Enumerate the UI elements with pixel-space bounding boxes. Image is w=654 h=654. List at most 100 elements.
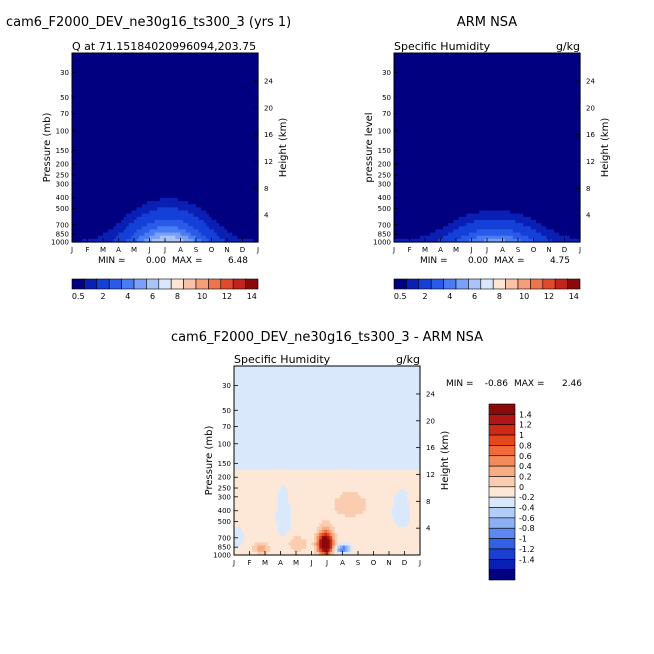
field-cell [162, 238, 166, 243]
field-cell [87, 235, 91, 240]
field-cell [82, 106, 86, 111]
field-cell [208, 238, 213, 243]
field-cell [144, 128, 148, 133]
field-cell [203, 197, 207, 202]
field-cell [144, 223, 148, 227]
field-cell [232, 109, 236, 114]
field-cell [141, 210, 145, 215]
field-cell [144, 219, 148, 224]
field-cell [139, 106, 143, 111]
field-cell [97, 90, 102, 95]
field-cell [136, 116, 140, 120]
field-cell [154, 191, 158, 196]
field-cell [92, 62, 96, 67]
field-cell [108, 182, 112, 186]
field-cell [105, 175, 109, 180]
field-cell [146, 134, 151, 139]
field-cell [126, 219, 130, 224]
field-cell [159, 103, 164, 108]
field-cell [126, 213, 130, 218]
field-cell [110, 65, 114, 70]
field-cell [219, 68, 223, 73]
field-cell [136, 147, 140, 152]
field-cell [183, 134, 187, 139]
field-cell [188, 226, 192, 230]
field-cell [77, 163, 81, 167]
field-cell [221, 204, 226, 208]
field-cell [97, 97, 102, 101]
field-cell [167, 87, 171, 92]
field-cell [167, 150, 171, 155]
field-cell [159, 125, 164, 130]
field-cell [146, 119, 151, 123]
field-cell [198, 59, 202, 64]
field-cell [108, 238, 112, 243]
field-cell [95, 59, 99, 64]
field-cell [206, 56, 210, 60]
field-cell [134, 112, 138, 117]
field-cell [180, 188, 184, 193]
field-cell [221, 216, 226, 221]
field-cell [97, 141, 102, 145]
field-cell [188, 210, 192, 215]
field-cell [87, 156, 91, 161]
field-cell [219, 93, 223, 98]
field-cell [74, 235, 78, 240]
field-cell [152, 238, 156, 243]
field-cell [201, 156, 205, 161]
field-cell [211, 90, 215, 95]
field-cell [82, 232, 86, 237]
field-cell [103, 147, 107, 152]
field-cell [167, 207, 171, 212]
field-cell [165, 150, 169, 155]
field-cell [136, 201, 140, 205]
field-cell [105, 182, 109, 186]
field-cell [170, 122, 174, 127]
field-cell [203, 112, 207, 117]
field-cell [100, 131, 104, 136]
field-cell [139, 172, 143, 177]
field-cell [128, 122, 133, 127]
field-cell [190, 128, 195, 133]
field-cell [185, 194, 189, 199]
field-cell [95, 163, 99, 167]
field-cell [162, 78, 166, 82]
field-cell [128, 100, 133, 104]
field-cell [162, 188, 166, 193]
field-cell [149, 119, 153, 123]
field-cell [149, 116, 153, 120]
field-cell [165, 223, 169, 227]
field-cell [170, 103, 174, 108]
field-cell [72, 150, 76, 155]
field-cell [128, 97, 133, 101]
field-cell [77, 87, 81, 92]
field-cell [103, 68, 107, 73]
field-cell [185, 166, 189, 171]
field-cell [180, 169, 184, 174]
field-cell [95, 210, 99, 215]
field-cell [221, 235, 226, 240]
field-cell [113, 219, 117, 224]
field-cell [180, 163, 184, 167]
field-cell [232, 62, 236, 67]
field-cell [206, 156, 210, 161]
field-cell [165, 65, 169, 70]
field-cell [110, 172, 114, 177]
field-cell [126, 87, 130, 92]
field-cell [90, 223, 94, 227]
field-cell [219, 182, 223, 186]
field-cell [134, 59, 138, 64]
field-cell [108, 81, 112, 86]
field-cell [103, 172, 107, 177]
field-cell [172, 134, 176, 139]
field-cell [190, 163, 195, 167]
field-cell [198, 65, 202, 70]
field-cell [126, 59, 130, 64]
field-cell [165, 53, 169, 57]
field-cell [152, 223, 156, 227]
field-cell [115, 78, 120, 82]
field-cell [121, 81, 125, 86]
field-cell [193, 90, 197, 95]
field-cell [165, 147, 169, 152]
